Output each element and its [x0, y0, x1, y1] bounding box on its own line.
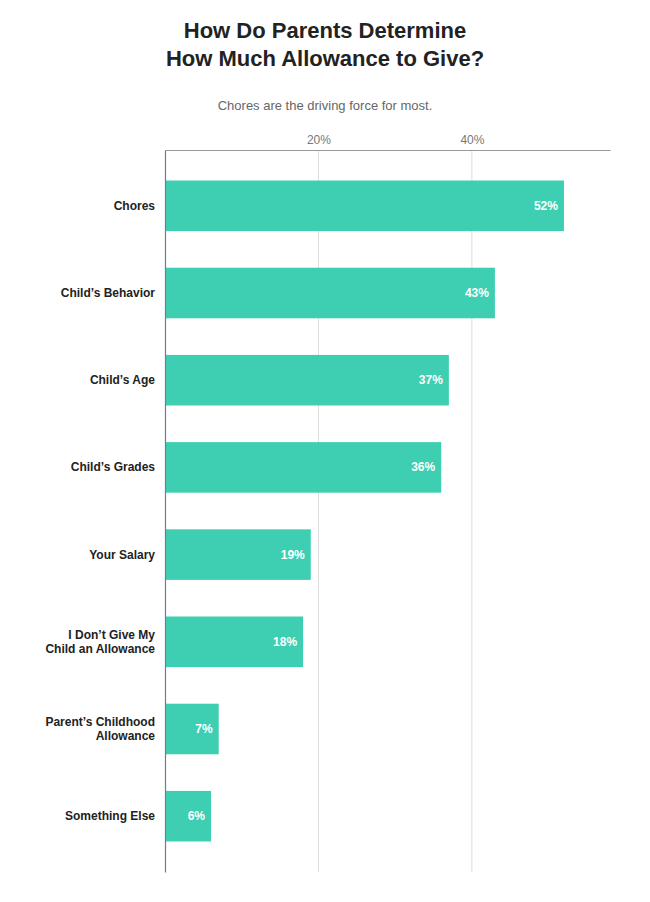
y-tick: Child’s Behavior: [61, 286, 156, 300]
y-tick-label-line: Parent’s Childhood: [45, 715, 155, 729]
bar: [165, 791, 211, 842]
title-line: How Do Parents Determine: [184, 18, 466, 43]
bars: [165, 181, 564, 842]
bar: [165, 268, 495, 319]
data-label: 19%: [281, 548, 305, 562]
title: How Do Parents Determine How Much Allowan…: [166, 18, 484, 71]
y-tick-label: Parent’s ChildhoodAllowance: [45, 715, 155, 743]
y-tick-label: Child’s Behavior: [61, 286, 156, 300]
data-label: 36%: [411, 460, 435, 474]
bar: [165, 355, 449, 406]
y-tick-label: Chores: [114, 199, 156, 213]
data-labels: 6% 7% 18% 19% 36% 37% 43% 52%: [188, 199, 559, 823]
y-axis-line: [165, 151, 166, 873]
bar: [165, 617, 303, 668]
bar: [165, 442, 441, 493]
y-tick: I Don’t Give MyChild an Allowance: [45, 628, 155, 656]
x-tick-label: 40%: [460, 133, 484, 147]
y-tick: Your Salary: [89, 548, 155, 562]
data-label: 18%: [273, 635, 297, 649]
y-tick-label: I Don’t Give MyChild an Allowance: [45, 628, 155, 656]
x-tick: 40%: [460, 133, 484, 150]
x-axis-line: [166, 150, 611, 151]
y-tick-label: Child’s Age: [90, 373, 155, 387]
y-tick: Parent’s ChildhoodAllowance: [45, 715, 155, 743]
data-label: 43%: [465, 286, 489, 300]
data-label: 7%: [195, 722, 213, 736]
y-tick-label-line: Something Else: [65, 809, 155, 823]
y-tick: Child’s Age: [90, 373, 155, 387]
y-tick-label-line: Your Salary: [89, 548, 155, 562]
bar: [165, 181, 564, 232]
y-tick: Child’s Grades: [71, 460, 156, 474]
x-axis: 20% 40%: [166, 133, 611, 151]
y-tick-label: Your Salary: [89, 548, 155, 562]
title-line: How Much Allowance to Give?: [166, 46, 484, 71]
bar: [165, 704, 219, 755]
bar: [165, 529, 311, 580]
grid-line: [471, 150, 472, 872]
plot: 20% 40% Something Else Parent’s ChildhoodAl…: [45, 133, 610, 873]
y-tick-label-line: Child’s Behavior: [61, 286, 156, 300]
y-tick-label-line: Child’s Age: [90, 373, 155, 387]
grid-line: [318, 150, 319, 872]
grid: [318, 150, 471, 872]
subtitle: Chores are the driving force for most.: [218, 98, 433, 113]
y-tick-label-line: I Don’t Give My: [68, 628, 155, 642]
y-axis: Something Else Parent’s ChildhoodAllowanc…: [45, 151, 165, 873]
data-label: 37%: [419, 373, 443, 387]
x-tick-label: 20%: [307, 133, 331, 147]
y-tick-label: Something Else: [65, 809, 155, 823]
x-tick: 20%: [307, 133, 331, 150]
data-label: 6%: [188, 809, 206, 823]
y-tick-label: Child’s Grades: [71, 460, 156, 474]
y-tick-label-line: Chores: [114, 199, 156, 213]
y-tick-label-line: Allowance: [96, 729, 156, 743]
y-tick-label-line: Child an Allowance: [45, 642, 155, 656]
chart: How Do Parents Determine How Much Allowan…: [0, 0, 650, 902]
data-label: 52%: [534, 199, 558, 213]
y-tick: Something Else: [65, 809, 155, 823]
y-tick: Chores: [114, 199, 156, 213]
y-tick-label-line: Child’s Grades: [71, 460, 156, 474]
